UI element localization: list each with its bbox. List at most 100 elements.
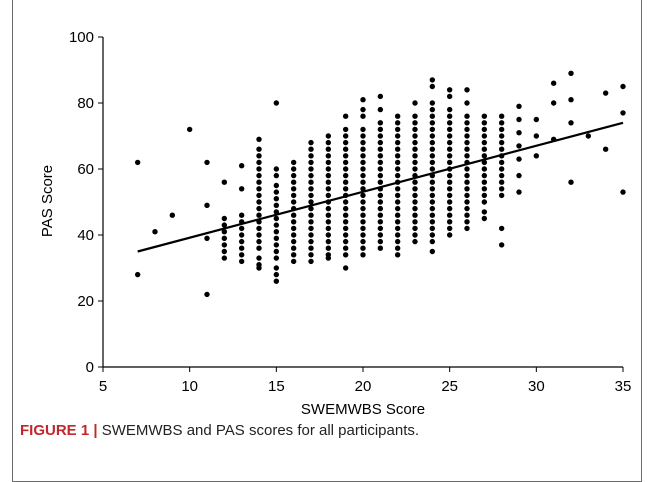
data-point: [412, 219, 418, 225]
data-point: [377, 219, 384, 225]
data-point: [481, 113, 488, 119]
data-point: [585, 133, 592, 139]
data-point: [360, 212, 366, 218]
data-point: [256, 245, 262, 251]
data-point: [446, 225, 453, 232]
data-point: [464, 113, 470, 119]
data-point: [429, 153, 436, 159]
x-tick-label: 30: [528, 378, 545, 395]
data-point: [308, 192, 314, 199]
data-point: [498, 139, 505, 146]
data-point: [342, 212, 349, 218]
data-point: [221, 242, 228, 248]
data-point: [394, 219, 401, 225]
data-point: [394, 192, 401, 199]
data-point: [169, 212, 176, 218]
data-point: [394, 126, 401, 133]
data-point: [429, 120, 436, 126]
data-point: [464, 205, 470, 212]
data-point: [325, 225, 332, 232]
data-point: [446, 106, 453, 113]
data-point: [498, 186, 505, 192]
data-point: [377, 139, 384, 146]
data-point: [394, 232, 401, 238]
data-point: [498, 113, 505, 119]
data-point: [481, 133, 488, 139]
data-point: [377, 106, 384, 113]
data-point: [429, 205, 436, 212]
data-point: [342, 139, 349, 146]
data-point: [342, 166, 349, 172]
data-point: [256, 153, 262, 159]
data-point: [464, 199, 470, 205]
data-point: [481, 179, 488, 185]
data-point: [412, 225, 418, 232]
data-point: [533, 153, 540, 159]
data-point: [516, 143, 522, 149]
data-point: [394, 172, 401, 179]
data-point: [342, 126, 349, 133]
data-point: [221, 215, 228, 222]
data-point: [377, 192, 384, 199]
data-point: [429, 219, 436, 225]
data-point: [256, 186, 262, 192]
data-point: [464, 219, 470, 225]
data-point: [308, 205, 314, 212]
data-point: [308, 225, 314, 232]
data-point: [446, 93, 453, 100]
data-point: [533, 133, 540, 139]
data-point: [290, 172, 297, 179]
data-point: [290, 238, 297, 245]
data-point: [290, 179, 297, 185]
data-point: [342, 153, 349, 159]
data-point: [602, 90, 609, 96]
data-point: [464, 87, 470, 93]
data-point: [186, 126, 193, 133]
data-point: [325, 139, 332, 146]
data-point: [308, 258, 314, 265]
figure-label: FIGURE 1 |: [20, 422, 98, 439]
data-point: [446, 219, 453, 225]
data-point: [325, 146, 332, 152]
data-point: [498, 192, 505, 199]
data-point: [308, 212, 314, 218]
data-point: [308, 252, 314, 258]
data-point: [308, 186, 314, 192]
data-point: [446, 199, 453, 205]
data-point: [221, 255, 228, 261]
data-point: [498, 172, 505, 179]
data-point: [325, 192, 332, 199]
data-point: [377, 93, 384, 100]
data-point: [308, 146, 314, 152]
data-point: [238, 225, 245, 232]
data-point: [498, 146, 505, 152]
data-point: [481, 215, 488, 222]
data-point: [342, 245, 349, 251]
data-point: [308, 238, 314, 245]
data-point: [620, 83, 626, 90]
data-point: [273, 166, 280, 172]
data-point: [394, 238, 401, 245]
data-point: [342, 146, 349, 152]
data-point: [446, 126, 453, 133]
data-point: [568, 97, 574, 103]
data-point: [498, 166, 505, 172]
data-point: [204, 159, 210, 166]
figure-frame: [12, 0, 642, 482]
data-point: [256, 265, 262, 271]
data-point: [342, 232, 349, 238]
data-point: [273, 265, 280, 271]
data-point: [273, 255, 280, 261]
data-point: [377, 199, 384, 205]
data-point: [464, 225, 470, 232]
data-point: [412, 113, 418, 119]
data-point: [308, 179, 314, 185]
data-point: [360, 219, 366, 225]
data-point: [290, 166, 297, 172]
data-point: [394, 146, 401, 152]
data-point: [308, 159, 314, 166]
data-point: [360, 245, 366, 251]
data-point: [412, 133, 418, 139]
data-point: [325, 172, 332, 179]
